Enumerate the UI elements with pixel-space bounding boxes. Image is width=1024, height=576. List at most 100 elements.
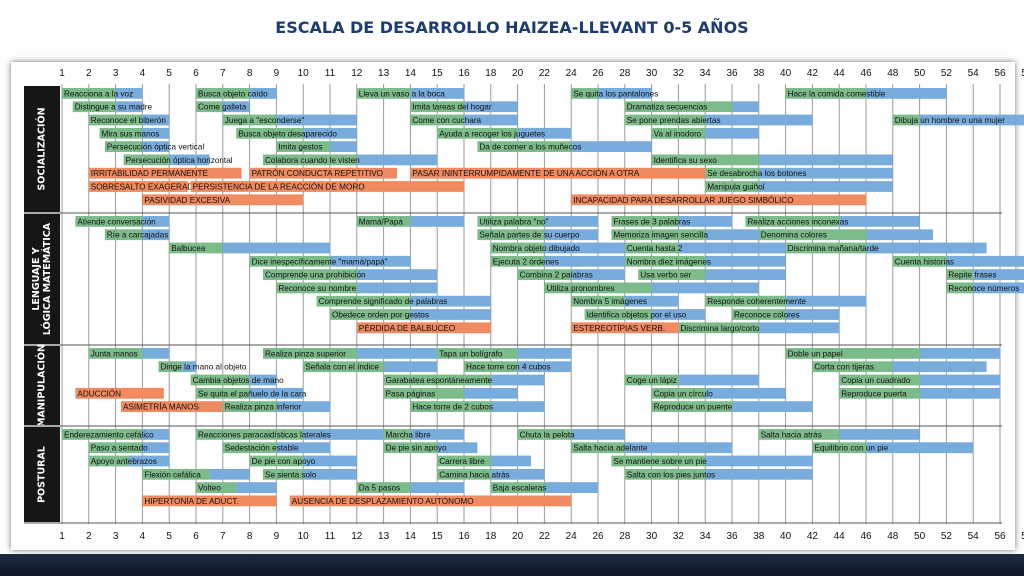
milestone-bar: Cambia objetos de mano [190, 374, 284, 386]
milestone-bar: Volteo [196, 482, 277, 493]
milestone-bar: Cuenta historias [892, 255, 1024, 267]
milestone-bar: Come galleta [196, 101, 250, 113]
milestone-green-segment [196, 88, 250, 99]
milestone-green-segment [839, 387, 920, 399]
milestone-bar: Dramatiza secuencias [624, 101, 759, 113]
milestone-green-segment [758, 429, 840, 440]
milestone-label: PASIVIDAD EXCESIVA [144, 196, 230, 205]
milestone-blue-segment [410, 88, 464, 99]
milestone-label: Ríe a carcajadas [107, 231, 168, 240]
milestone-blue-segment [490, 468, 545, 480]
alert-segment [142, 194, 304, 206]
milestone-bar: Ríe a carcajadas [104, 229, 170, 241]
milestone-blue-segment [464, 387, 518, 399]
milestone-label: Se desabrocha los botones [707, 169, 806, 178]
milestone-green-segment [330, 309, 411, 320]
milestone-green-segment [88, 114, 143, 126]
x-tick-label: 48 [887, 531, 899, 542]
milestone-bar: Dice inespecíficamente "mamá/papá" [249, 255, 411, 267]
milestone-bar: Se pone prendas abiertas [624, 114, 813, 126]
footer-band [0, 554, 1024, 576]
milestone-blue-segment [142, 216, 170, 227]
milestone-green-segment [571, 442, 625, 454]
milestone-blue-segment [356, 154, 438, 166]
alert-bar: INCAPACIDAD PARA DESARROLLAR JUEGO SIMBÓ… [571, 194, 866, 206]
milestone-bar: Corta con tijeras [812, 361, 987, 373]
milestone-green-segment [249, 455, 304, 467]
alert-segment [571, 194, 866, 206]
milestone-bar: Nombra objeto dibujado [490, 242, 625, 254]
milestone-bar: Paso a sentado [88, 442, 170, 454]
milestone-label: PATRÓN CONDUCTA REPETITIVO [252, 168, 383, 178]
milestone-label: PERSISTENCIA DE LA REACCIÓN DE MORO [193, 182, 365, 192]
milestone-bar: Mira sus manos [99, 127, 170, 139]
alert-segment [410, 167, 706, 179]
milestone-label: Enderezamiento cefálico [64, 430, 154, 439]
milestone-label: Nombra 5 imágenes [573, 297, 647, 306]
x-tick-label: 26 [592, 68, 604, 79]
milestone-blue-segment [544, 255, 625, 267]
milestone-green-segment [638, 269, 706, 280]
milestone-blue-segment [705, 269, 786, 280]
x-tick-label: 38 [753, 531, 765, 542]
alert-bar: PÉRDIDA DE BALBUCEO [356, 322, 491, 334]
milestone-blue-segment [129, 455, 170, 467]
milestone-green-segment [651, 387, 706, 399]
milestone-label: Ejecuta 2 órdenes [493, 257, 559, 266]
milestone-bar: Discrimina largo/corto [678, 322, 840, 334]
milestone-bar: Persecución óptica vertical [104, 141, 204, 152]
milestone-blue-segment [303, 429, 384, 440]
milestone-bar: Apoyo antebrazos [88, 455, 170, 467]
milestone-bar: Realiza pinza inferior [222, 401, 330, 412]
milestone-blue-segment [209, 468, 250, 480]
x-tick-label: 38 [753, 68, 765, 79]
x-tick-label: 4 [140, 531, 146, 542]
milestone-blue-segment [222, 242, 330, 254]
x-tick-label: 52 [941, 531, 953, 542]
milestone-bar: Colabora cuando le visten [263, 154, 438, 166]
milestone-green-segment [303, 361, 384, 373]
milestone-bar: Utiliza pronombres [544, 282, 759, 294]
milestone-label: Repite frases [948, 271, 996, 280]
alert-bar: SOBRESALTO EXAGERADO [88, 181, 200, 192]
milestone-label: Frases de 3 palabras [613, 217, 690, 226]
milestone-blue-segment [142, 114, 170, 126]
milestone-bar: Mamá/Papá [356, 216, 464, 227]
milestone-bar: Hace torre de 2 cubos [410, 401, 545, 412]
milestone-bar: Sedestación estable [222, 442, 330, 454]
x-tick-label: 42 [807, 68, 819, 79]
alert-segment [88, 181, 188, 192]
milestone-green-segment [249, 255, 330, 267]
alert-bar: ASIMETRÍA MANOS [120, 401, 223, 412]
milestone-blue-segment [222, 101, 250, 113]
milestone-bar: Reacciona a la voz [62, 88, 143, 99]
milestone-green-segment [571, 88, 598, 99]
milestone-green-segment [88, 442, 143, 454]
milestone-green-segment [410, 114, 464, 126]
milestone-label: Responde coherentemente [707, 297, 806, 306]
milestone-green-segment [611, 229, 706, 241]
milestone-blue-segment [705, 255, 786, 267]
milestone-label: Busca objeto desaparecido [238, 129, 337, 138]
x-tick-label: 2 [86, 531, 92, 542]
milestone-label: Se quita los pantalones [573, 89, 658, 98]
milestone-blue-segment [276, 442, 330, 454]
milestone-bar: Persecución óptica horizontal [123, 154, 233, 166]
milestone-label: Denomina colores [761, 231, 827, 240]
alert-segment [75, 387, 164, 399]
x-tick-label: 36 [726, 531, 738, 542]
milestone-blue-segment [732, 401, 813, 412]
milestone-green-segment [745, 216, 840, 227]
milestone-green-segment [892, 255, 947, 267]
x-tick-label: 50 [914, 531, 926, 542]
milestone-label: Ayuda a recoger los juguetes [439, 129, 545, 138]
milestone-green-segment [490, 255, 545, 267]
milestone-green-segment [892, 114, 920, 126]
alert-segment [356, 322, 491, 334]
milestone-bar: Realiza acciones inconexas [745, 216, 920, 227]
milestone-blue-segment [839, 429, 920, 440]
section-label: POSTURAL [37, 446, 48, 503]
milestone-blue-segment [544, 229, 598, 241]
milestone-label: Coge un lápiz [627, 376, 677, 385]
milestone-green-segment [383, 429, 411, 440]
